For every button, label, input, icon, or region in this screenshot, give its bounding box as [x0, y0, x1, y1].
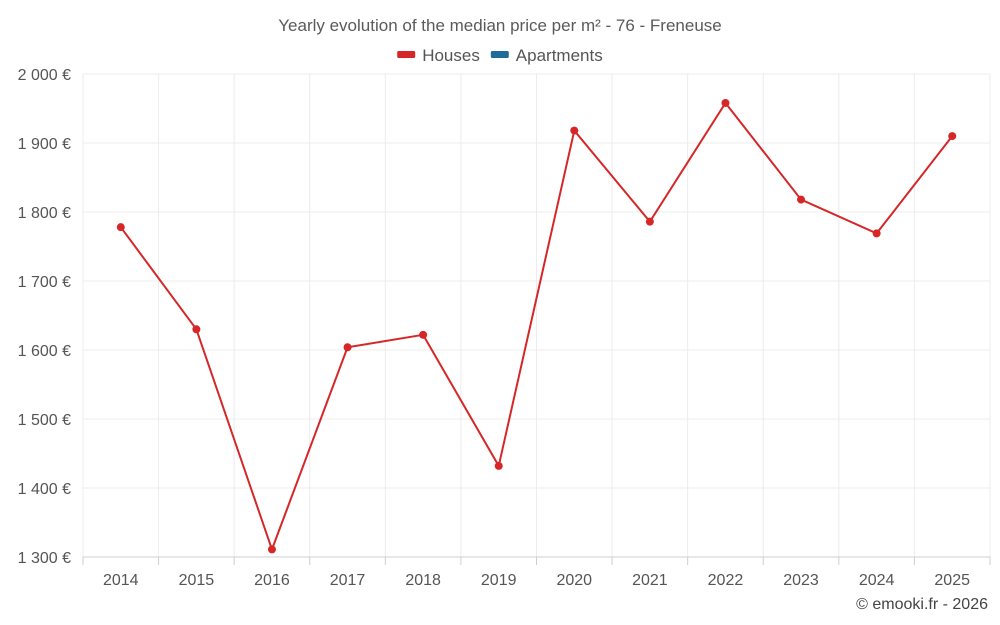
chart-grid	[82, 73, 991, 557]
y-tick-label: 1 800 €	[18, 205, 71, 222]
x-tick-label: 2017	[330, 572, 366, 589]
credit-text: © emooki.fr - 2026	[856, 596, 988, 613]
x-tick-label: 2014	[103, 572, 139, 589]
y-tick-label: 1 900 €	[18, 136, 71, 153]
x-axis: 2014 2015 2016 2017 2018 2019 2020 2021 2022 2023…	[82, 556, 991, 589]
legend-swatch	[490, 51, 509, 58]
data-point[interactable]	[645, 217, 654, 226]
data-point[interactable]	[948, 132, 957, 141]
y-axis: 1 300 € 1 400 € 1 500 € 1 600 € 1 700 € 1 800…	[18, 67, 71, 567]
legend-label: Houses	[422, 46, 480, 65]
x-tick-label: 2022	[708, 572, 744, 589]
data-point[interactable]	[343, 343, 352, 352]
legend-swatch	[397, 51, 416, 58]
chart-title: Yearly evolution of the median price per…	[278, 16, 722, 35]
data-point[interactable]	[570, 126, 579, 135]
series-line-houses	[119, 101, 953, 553]
data-point[interactable]	[192, 325, 201, 334]
y-tick-label: 2 000 €	[18, 67, 71, 84]
y-tick-label: 1 400 €	[18, 481, 71, 498]
chart-series	[116, 98, 957, 554]
y-tick-label: 1 600 €	[18, 343, 71, 360]
data-point[interactable]	[116, 223, 125, 232]
data-point[interactable]	[267, 545, 276, 554]
data-point[interactable]	[419, 330, 428, 339]
x-tick-label: 2018	[405, 572, 441, 589]
x-tick-label: 2020	[556, 572, 592, 589]
legend-item-apartments[interactable]: Apartments	[490, 46, 603, 65]
legend-label: Apartments	[516, 46, 603, 65]
y-tick-label: 1 500 €	[18, 412, 71, 429]
x-tick-label: 2021	[632, 572, 668, 589]
x-tick-label: 2019	[481, 572, 517, 589]
chart-legend: Houses Apartments	[397, 46, 603, 65]
x-tick-label: 2025	[934, 572, 970, 589]
x-tick-label: 2024	[859, 572, 895, 589]
data-point[interactable]	[721, 98, 730, 107]
x-tick-label: 2016	[254, 572, 290, 589]
data-point[interactable]	[872, 229, 881, 238]
data-point[interactable]	[494, 461, 503, 470]
x-tick-label: 2023	[783, 572, 819, 589]
legend-item-houses[interactable]: Houses	[397, 46, 480, 65]
y-tick-label: 1 700 €	[18, 274, 71, 291]
x-tick-label: 2015	[179, 572, 215, 589]
data-point[interactable]	[797, 195, 806, 204]
y-tick-label: 1 300 €	[18, 550, 71, 567]
